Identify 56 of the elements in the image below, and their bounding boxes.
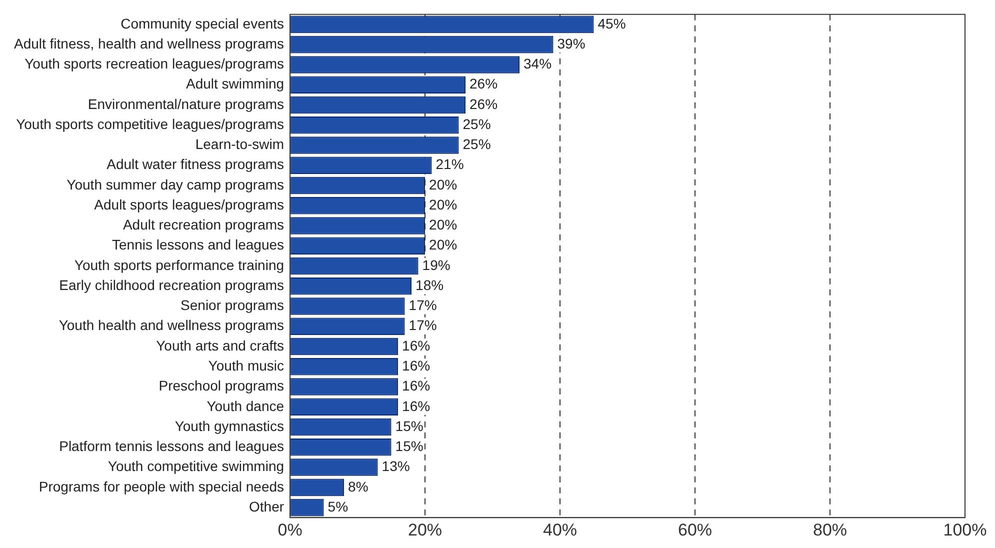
y-tick-label: Programs for people with special needs bbox=[38, 478, 284, 494]
y-tick-label: Youth health and wellness programs bbox=[58, 317, 284, 334]
data-label: 15% bbox=[395, 418, 424, 434]
y-tick-label: Adult recreation programs bbox=[122, 216, 284, 233]
data-label: 16% bbox=[402, 398, 430, 414]
data-label: 26% bbox=[470, 76, 498, 92]
data-label: 26% bbox=[470, 96, 498, 112]
data-label: 16% bbox=[402, 337, 430, 354]
y-tick-label: Learn-to-swim bbox=[195, 136, 284, 152]
data-label: 34% bbox=[524, 56, 552, 72]
data-label: 16% bbox=[402, 378, 430, 394]
y-tick-label: Platform tennis lessons and leagues bbox=[59, 438, 284, 454]
data-label: 20% bbox=[429, 236, 458, 253]
y-tick-label: Youth sports competitive leagues/programs bbox=[16, 116, 284, 132]
y-tick-label: Youth sports recreation leagues/programs bbox=[24, 56, 284, 72]
y-tick-label: Adult fitness, health and wellness programs bbox=[14, 35, 284, 52]
data-label: 5% bbox=[328, 498, 348, 514]
data-label: 25% bbox=[462, 136, 491, 152]
y-tick-label: Youth competitive swimming bbox=[108, 458, 284, 474]
x-tick-label: 60% bbox=[678, 520, 712, 540]
data-label: 20% bbox=[429, 176, 458, 192]
data-label: 39% bbox=[557, 35, 586, 52]
y-tick-label: Youth dance bbox=[206, 398, 284, 414]
data-label: 45% bbox=[598, 15, 626, 32]
y-tick-label: Senior programs bbox=[180, 297, 284, 314]
data-label: 17% bbox=[408, 297, 437, 314]
y-tick-label: Adult sports leagues/programs bbox=[94, 196, 284, 212]
y-tick-label: Adult water fitness programs bbox=[106, 156, 284, 172]
y-tick-label: Environmental/nature programs bbox=[88, 96, 284, 112]
x-tick-label: 0% bbox=[278, 520, 302, 540]
y-tick-label: Youth gymnastics bbox=[174, 418, 284, 434]
data-label: 25% bbox=[462, 116, 491, 132]
y-tick-label: Youth sports performance training bbox=[74, 256, 284, 273]
data-label: 20% bbox=[429, 196, 458, 212]
data-label: 8% bbox=[348, 478, 368, 494]
data-label: 19% bbox=[422, 256, 450, 273]
data-label: 16% bbox=[402, 358, 430, 374]
y-tick-label: Adult swimming bbox=[186, 76, 284, 92]
x-tick-label: 100% bbox=[943, 520, 987, 540]
y-tick-label: Early childhood recreation programs bbox=[59, 276, 284, 293]
y-tick-label: Tennis lessons and leagues bbox=[112, 236, 284, 253]
data-label: 20% bbox=[429, 216, 458, 233]
y-tick-label: Youth music bbox=[208, 358, 284, 374]
y-tick-label: Other bbox=[249, 498, 284, 514]
data-label: 18% bbox=[416, 276, 444, 293]
y-tick-label: Community special events bbox=[120, 15, 284, 32]
y-tick-label: Youth summer day camp programs bbox=[66, 176, 284, 192]
data-label: 13% bbox=[382, 458, 410, 474]
y-tick-label: Preschool programs bbox=[158, 378, 284, 394]
x-tick-label: 20% bbox=[408, 520, 442, 540]
y-tick-label: Youth arts and crafts bbox=[156, 337, 284, 354]
x-tick-label: 40% bbox=[543, 520, 578, 540]
data-label: 15% bbox=[395, 438, 424, 454]
data-label: 21% bbox=[436, 156, 464, 172]
data-label: 17% bbox=[408, 317, 437, 334]
x-tick-label: 80% bbox=[812, 520, 848, 540]
